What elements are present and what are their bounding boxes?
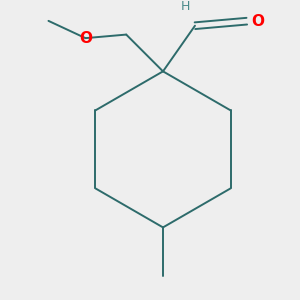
Text: H: H bbox=[181, 0, 190, 13]
Text: O: O bbox=[251, 14, 264, 29]
Text: O: O bbox=[79, 31, 92, 46]
